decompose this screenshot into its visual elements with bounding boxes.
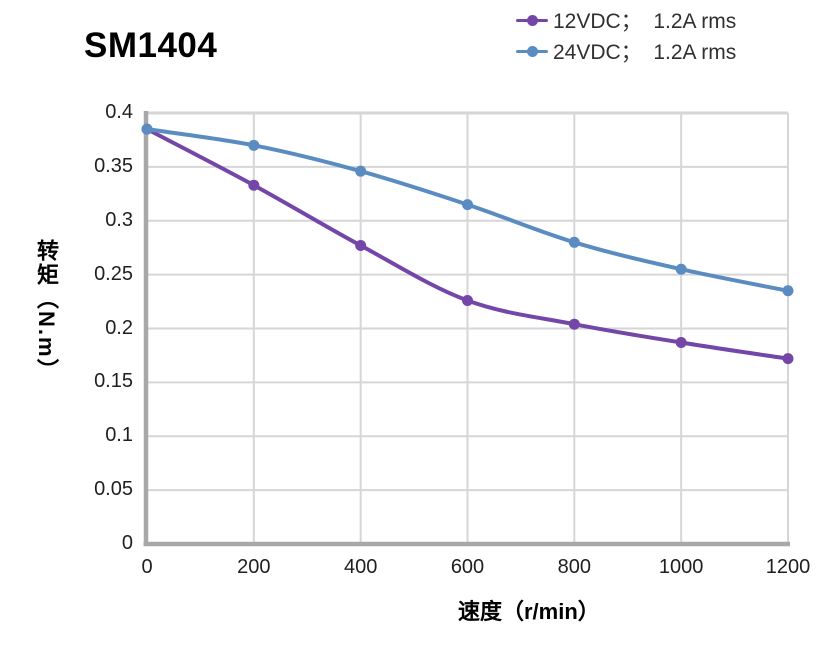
data-point-12vdc bbox=[568, 318, 580, 330]
y-tick-label: 0.15 bbox=[94, 370, 133, 393]
x-tick-label: 800 bbox=[557, 556, 592, 578]
x-tick-label: 200 bbox=[237, 556, 271, 578]
data-point-24vdc bbox=[141, 123, 153, 135]
data-point-24vdc bbox=[675, 263, 687, 275]
legend-item-12vdc: 12VDC； 1.2A rms bbox=[516, 5, 736, 35]
x-tick-label: 400 bbox=[343, 556, 378, 578]
data-point-12vdc bbox=[248, 179, 260, 191]
legend-label-24vdc: 24VDC； 1.2A rms bbox=[553, 41, 737, 64]
data-point-24vdc bbox=[248, 139, 260, 151]
y-tick-label: 0 bbox=[121, 532, 133, 554]
x-tick-label: 1000 bbox=[658, 556, 704, 578]
legend-item-24vdc: 24VDC； 1.2A rms bbox=[516, 36, 736, 66]
data-point-12vdc bbox=[462, 294, 473, 306]
data-point-24vdc bbox=[462, 199, 473, 211]
y-tick-label: 0.05 bbox=[94, 478, 133, 501]
data-point-12vdc bbox=[355, 240, 367, 252]
data-point-24vdc bbox=[568, 236, 580, 248]
y-tick-label: 0.2 bbox=[105, 316, 133, 339]
y-tick-label: 0.4 bbox=[105, 101, 133, 123]
legend: 12VDC； 1.2A rms 24VDC； 1.2A rms bbox=[516, 5, 736, 66]
data-point-24vdc bbox=[355, 165, 367, 177]
x-tick-label: 1200 bbox=[765, 556, 811, 578]
y-tick-label: 0.25 bbox=[94, 262, 133, 285]
y-tick-label: 0.35 bbox=[94, 154, 133, 177]
legend-marker-12vdc-icon bbox=[516, 14, 548, 26]
data-point-12vdc bbox=[782, 353, 794, 365]
legend-label-12vdc: 12VDC； 1.2A rms bbox=[553, 10, 737, 33]
chart-title: SM1404 bbox=[84, 26, 218, 65]
data-point-12vdc bbox=[675, 337, 687, 349]
data-point-24vdc bbox=[782, 285, 794, 297]
x-tick-label: 0 bbox=[141, 556, 153, 578]
y-axis-title: 转矩（N.m） bbox=[34, 239, 59, 383]
x-tick-label: 600 bbox=[450, 556, 485, 578]
legend-marker-24vdc-icon bbox=[516, 45, 548, 57]
y-tick-label: 0.1 bbox=[105, 424, 133, 447]
x-axis-title: 速度（r/min） bbox=[458, 599, 600, 624]
y-tick-label: 0.3 bbox=[105, 208, 133, 231]
